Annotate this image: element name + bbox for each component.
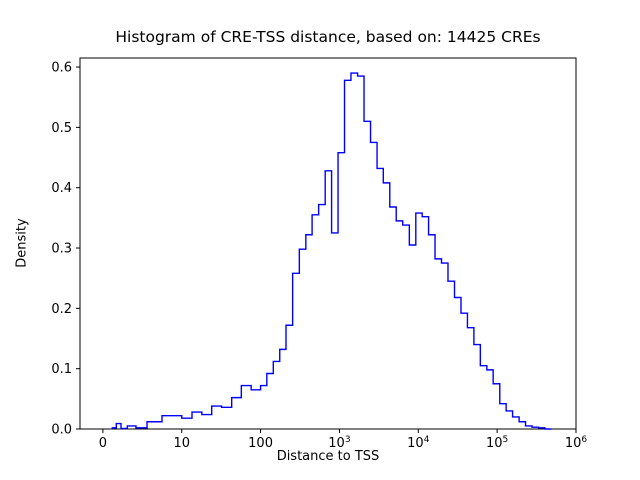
svg-text:105: 105 — [486, 435, 508, 451]
svg-text:0.6: 0.6 — [51, 61, 72, 76]
svg-text:0.1: 0.1 — [51, 362, 72, 377]
svg-text:0.2: 0.2 — [51, 302, 72, 317]
svg-text:0.4: 0.4 — [51, 181, 72, 196]
svg-text:100: 100 — [248, 436, 273, 451]
svg-text:0.0: 0.0 — [51, 423, 72, 438]
y-axis-label-text: Density — [14, 218, 30, 268]
svg-text:104: 104 — [407, 435, 430, 451]
svg-text:10: 10 — [173, 436, 190, 451]
svg-text:103: 103 — [328, 435, 350, 451]
x-axis-label: Distance to TSS — [276, 449, 380, 464]
svg-text:106: 106 — [565, 435, 588, 451]
svg-text:0.5: 0.5 — [51, 121, 72, 136]
svg-text:0: 0 — [99, 436, 107, 451]
chart-title: Histogram of CRE-TSS distance, based on:… — [115, 28, 541, 46]
svg-text:0.3: 0.3 — [51, 242, 72, 257]
